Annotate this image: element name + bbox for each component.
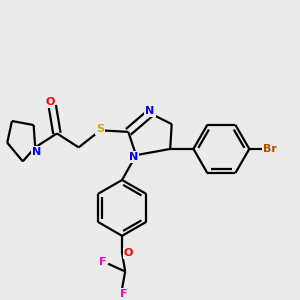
Text: O: O: [124, 248, 133, 258]
Text: F: F: [99, 257, 106, 267]
Text: S: S: [96, 124, 104, 134]
Text: O: O: [45, 98, 55, 107]
Text: N: N: [146, 106, 154, 116]
Text: F: F: [120, 289, 127, 299]
Text: N: N: [32, 147, 41, 157]
Text: Br: Br: [263, 144, 277, 154]
Text: N: N: [129, 152, 138, 162]
